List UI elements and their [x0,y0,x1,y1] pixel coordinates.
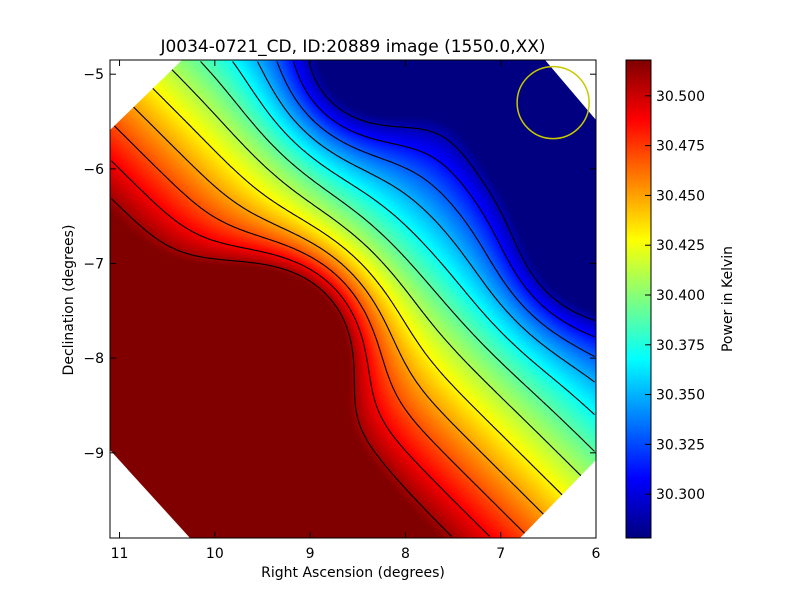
heatmap-area [110,60,596,538]
colorbar-tick-label: 30.450 [656,188,705,204]
x-tick-label: 6 [592,546,601,562]
colorbar-tick-label: 30.375 [656,338,705,354]
x-tick-label: 10 [206,546,224,562]
colorbar-tick-label: 30.350 [656,388,705,404]
contour-lines [111,61,595,537]
x-tick-label: 9 [306,546,315,562]
colorbar-tick-label: 30.325 [656,437,705,453]
y-tick-label: −8 [83,351,104,367]
contour-line [276,61,595,358]
colorbar-ticks: 30.300 30.325 30.350 30.375 30.400 30.425 30.4… [645,89,705,503]
contour-line [111,198,453,537]
contour-line [232,61,595,415]
y-tick-label: −5 [83,67,104,83]
colorbar-tick-label: 30.400 [656,288,705,304]
axes: 11 10 9 8 7 6 −5 −6 −7 −8 −9 [83,60,601,562]
contour-line [200,61,595,452]
x-tick-label: 7 [496,546,505,562]
y-tick-label: −7 [83,257,104,273]
beam-circle [516,65,590,140]
plot-frame [109,59,597,539]
contour-line [257,61,595,383]
contour-line [308,61,595,321]
y-tick-label: −9 [83,446,104,462]
x-tick-label: 11 [111,546,129,562]
heatmap-image [110,60,596,538]
contour-line [292,61,595,338]
x-axis-label: Right Ascension (degrees) [261,565,445,581]
colorbar-tick-label: 30.475 [656,139,705,155]
colorbar-tick-label: 30.425 [656,238,705,254]
colorbar [625,59,652,539]
y-axis-label: Declination (degrees) [61,225,77,376]
colorbar-tick-label: 30.300 [656,487,705,503]
y-tick-label: −6 [83,162,104,178]
colorbar-tick-label: 30.500 [656,89,705,105]
x-tick-label: 8 [401,546,410,562]
contour-line [111,160,491,537]
chart-title: J0034-0721_CD, ID:20889 image (1550.0,XX… [159,37,545,57]
colorbar-label: Power in Kelvin [720,246,736,352]
